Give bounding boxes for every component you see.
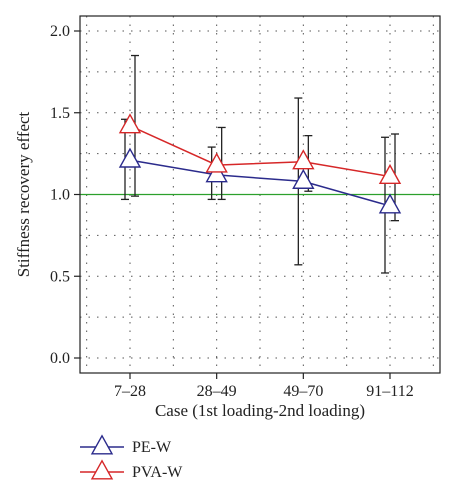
legend-marker — [90, 434, 114, 455]
x-tick-label: 91–112 — [366, 383, 413, 400]
x-tick-label: 7–28 — [114, 383, 146, 400]
y-tick-label: 2.0 — [50, 23, 70, 40]
series-line — [129, 125, 391, 178]
x-axis: 7–28 28–49 49–70 91–112 — [114, 373, 414, 400]
data-point — [378, 163, 402, 185]
data-point — [378, 193, 402, 214]
legend: PE-W PVA-W — [80, 434, 183, 481]
y-axis: 0.0 0.5 1.0 1.5 2.0 — [50, 23, 80, 367]
y-axis-label: Stiffness recovery effect — [14, 111, 33, 277]
error-bars — [121, 54, 399, 274]
y-tick-label: 0.5 — [50, 268, 70, 285]
legend-label: PE-W — [132, 439, 172, 456]
data-point — [118, 147, 142, 168]
legend-marker — [90, 459, 114, 480]
x-tick-label: 49–70 — [283, 383, 323, 400]
x-tick-label: 28–49 — [197, 383, 237, 400]
y-tick-label: 0.0 — [50, 350, 70, 367]
x-axis-label: Case (1st loading-2nd loading) — [155, 401, 365, 420]
legend-label: PVA-W — [132, 464, 183, 481]
data-point — [292, 168, 315, 189]
y-tick-label: 1.5 — [50, 105, 70, 122]
data-point — [205, 162, 228, 183]
data-point — [205, 152, 228, 173]
series-line — [129, 159, 391, 207]
data-point — [292, 149, 315, 170]
y-tick-label: 1.0 — [50, 187, 70, 204]
series-group — [118, 113, 402, 214]
data-point — [118, 113, 142, 134]
